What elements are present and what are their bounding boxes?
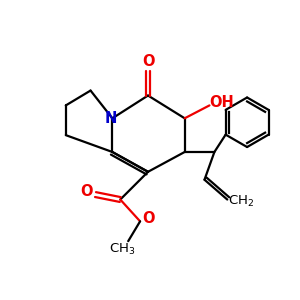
Text: CH$_2$: CH$_2$ (228, 194, 254, 209)
Text: O: O (142, 211, 154, 226)
Text: N: N (104, 111, 117, 126)
Text: OH: OH (209, 95, 234, 110)
Text: CH$_3$: CH$_3$ (109, 242, 136, 256)
Text: O: O (142, 54, 154, 69)
Text: O: O (80, 184, 93, 199)
